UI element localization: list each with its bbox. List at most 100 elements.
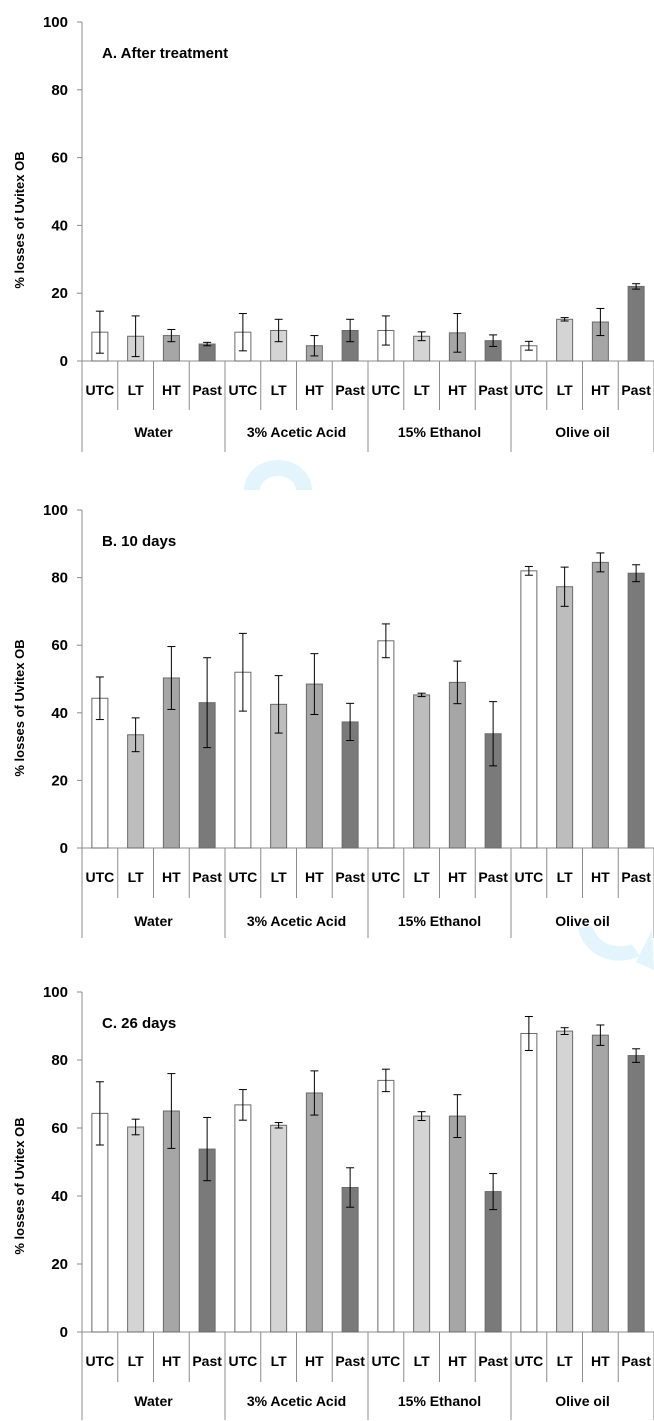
y-tick-label: 60 (51, 150, 68, 167)
bar-water-lt (127, 1126, 145, 1333)
bar-3-acetic-acid-utc (234, 1104, 252, 1333)
category-label-ht: HT (162, 382, 181, 398)
y-axis-title: % losses of Uvitex OB (12, 639, 27, 776)
category-label-past: Past (192, 1353, 222, 1369)
chart-panel-c: 0 20 40 60 80 100 % losses of Uvitex OB C. 26 d… (12, 984, 654, 1420)
y-tick-label: 20 (51, 285, 68, 302)
y-tick-label: 60 (51, 637, 68, 654)
category-label-past: Past (478, 382, 508, 398)
group-label-15-ethanol: 15% Ethanol (398, 424, 481, 440)
group-label-olive-oil: Olive oil (555, 1393, 609, 1409)
bar-olive-oil-past (627, 1055, 645, 1333)
category-label-lt: LT (414, 869, 431, 885)
y-axis-title: % losses of Uvitex OB (12, 151, 27, 288)
group-label-water: Water (134, 1393, 173, 1409)
y-axis-title: % losses of Uvitex OB (12, 1117, 27, 1254)
category-label-ht: HT (591, 869, 610, 885)
category-label-utc: UTC (371, 382, 400, 398)
category-label-lt: LT (128, 382, 145, 398)
category-label-utc: UTC (228, 1353, 257, 1369)
y-tick-label: 20 (51, 772, 68, 789)
category-label-past: Past (335, 869, 365, 885)
y-tick-label: 100 (43, 984, 68, 1001)
bar-olive-oil-ht (591, 1034, 609, 1333)
category-label-past: Past (621, 1353, 651, 1369)
bar-15-ethanol-ht (448, 681, 466, 849)
category-label-past: Past (621, 869, 651, 885)
category-label-past: Past (335, 1353, 365, 1369)
category-label-past: Past (192, 869, 222, 885)
group-label-olive-oil: Olive oil (555, 913, 609, 929)
category-label-ht: HT (305, 1353, 324, 1369)
category-label-lt: LT (557, 382, 574, 398)
category-label-utc: UTC (85, 1353, 114, 1369)
category-label-ht: HT (591, 382, 610, 398)
category-label-utc: UTC (85, 382, 114, 398)
y-tick-label: 80 (51, 82, 68, 99)
category-label-ht: HT (448, 1353, 467, 1369)
category-label-lt: LT (414, 382, 431, 398)
bar-3-acetic-acid-past (341, 1187, 359, 1333)
chart-title: A. After treatment (102, 45, 228, 62)
category-label-ht: HT (448, 869, 467, 885)
category-label-lt: LT (128, 1353, 145, 1369)
category-label-ht: HT (305, 382, 324, 398)
y-tick-label: 80 (51, 570, 68, 587)
y-tick-label: 40 (51, 705, 68, 722)
category-label-utc: UTC (85, 869, 114, 885)
y-tick-label: 0 (60, 353, 68, 370)
bar-olive-oil-ht (591, 561, 609, 849)
category-label-utc: UTC (228, 382, 257, 398)
group-label-water: Water (134, 424, 173, 440)
y-tick-label: 40 (51, 1188, 68, 1205)
bar-olive-oil-utc (520, 1032, 538, 1333)
chart-panel-b: 0 20 40 60 80 100 % losses of Uvitex OB B. 10 d… (12, 502, 654, 938)
bar-15-ethanol-past (484, 1191, 502, 1333)
category-label-past: Past (478, 869, 508, 885)
y-tick-label: 40 (51, 217, 68, 234)
group-label-15-ethanol: 15% Ethanol (398, 1393, 481, 1409)
category-label-lt: LT (557, 1353, 574, 1369)
y-tick-label: 100 (43, 14, 68, 31)
category-label-utc: UTC (514, 869, 543, 885)
y-tick-label: 0 (60, 840, 68, 857)
bar-15-ethanol-utc (377, 640, 395, 849)
bar-15-ethanol-lt (413, 1115, 431, 1333)
bar-olive-oil-past (627, 285, 645, 362)
group-label-olive-oil: Olive oil (555, 424, 609, 440)
category-label-lt: LT (271, 869, 288, 885)
chart-panel-a: 0 20 40 60 80 100 % losses of Uvitex OB A. Afte… (12, 14, 654, 452)
category-label-ht: HT (162, 1353, 181, 1369)
bar-olive-oil-lt (556, 318, 574, 362)
group-label-3-acetic-acid: 3% Acetic Acid (247, 1393, 346, 1409)
bar-olive-oil-past (627, 572, 645, 849)
category-label-ht: HT (305, 869, 324, 885)
bar-olive-oil-lt (556, 586, 574, 849)
bar-15-ethanol-lt (413, 694, 431, 849)
category-label-ht: HT (162, 869, 181, 885)
category-label-lt: LT (128, 869, 145, 885)
category-label-past: Past (478, 1353, 508, 1369)
bar-olive-oil-lt (556, 1030, 574, 1333)
y-tick-label: 0 (60, 1324, 68, 1341)
chart-title: B. 10 days (102, 533, 176, 550)
bar-15-ethanol-utc (377, 1079, 395, 1333)
group-label-water: Water (134, 913, 173, 929)
category-label-utc: UTC (514, 1353, 543, 1369)
category-label-past: Past (621, 382, 651, 398)
category-label-past: Past (335, 382, 365, 398)
bar-water-past (198, 343, 216, 362)
category-label-utc: UTC (514, 382, 543, 398)
category-label-past: Past (192, 382, 222, 398)
bar-water-utc (91, 697, 109, 849)
category-label-utc: UTC (228, 869, 257, 885)
bar-3-acetic-acid-ht (305, 1092, 323, 1333)
y-tick-label: 100 (43, 502, 68, 519)
category-label-lt: LT (557, 869, 574, 885)
y-tick-label: 20 (51, 1256, 68, 1273)
category-label-lt: LT (271, 382, 288, 398)
y-tick-label: 80 (51, 1052, 68, 1069)
category-label-lt: LT (271, 1353, 288, 1369)
bar-olive-oil-utc (520, 570, 538, 849)
chart-title: C. 26 days (102, 1015, 176, 1032)
